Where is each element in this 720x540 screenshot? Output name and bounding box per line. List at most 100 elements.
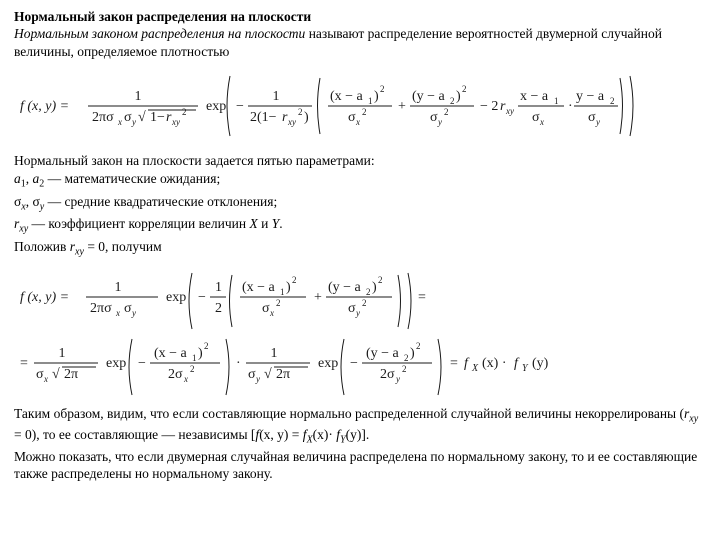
params-line-3: rxy — коэффициент корреляции величин X и…	[14, 215, 706, 236]
svg-text:2σ: 2σ	[168, 367, 183, 382]
svg-text:): )	[286, 280, 291, 295]
svg-text:−: −	[350, 356, 358, 371]
svg-text:): )	[304, 110, 309, 125]
svg-text:y: y	[131, 117, 136, 127]
svg-text:y: y	[255, 374, 260, 384]
svg-text:√: √	[52, 367, 60, 382]
svg-text:−: −	[138, 356, 146, 371]
svg-text:2π: 2π	[276, 367, 290, 382]
svg-text:(x − a: (x − a	[154, 346, 188, 361]
svg-text:=: =	[20, 356, 28, 371]
svg-text:1: 1	[271, 346, 278, 361]
svg-text:(x − a: (x − a	[242, 280, 276, 295]
svg-text:X: X	[471, 363, 479, 374]
svg-text:2: 2	[450, 96, 455, 106]
conclusion-block: Таким образом, видим, что если составляю…	[14, 405, 706, 483]
svg-text:1: 1	[115, 280, 122, 295]
formula-svg-2: f (x, y) = 1 2πσx σy exp − 1 2 (x − a1)2…	[20, 267, 660, 397]
svg-text:): )	[372, 280, 377, 295]
svg-text:σ: σ	[262, 301, 270, 316]
svg-text:x − a: x − a	[520, 89, 549, 104]
svg-text:+: +	[314, 290, 322, 305]
svg-text:y: y	[131, 308, 136, 318]
svg-text:): )	[198, 346, 203, 361]
svg-text:Y: Y	[522, 363, 529, 374]
svg-text:2πσ: 2πσ	[90, 301, 112, 316]
svg-text:x: x	[539, 117, 544, 127]
svg-text:σ: σ	[588, 110, 596, 125]
svg-text:x: x	[355, 117, 360, 127]
svg-text:exp: exp	[106, 356, 126, 371]
svg-text:2: 2	[204, 341, 209, 351]
svg-text:f (x, y) =: f (x, y) =	[20, 99, 69, 114]
svg-text:(y − a: (y − a	[412, 89, 446, 104]
svg-text:(y − a: (y − a	[328, 280, 362, 295]
svg-text:xy: xy	[287, 117, 296, 127]
svg-text:1: 1	[192, 353, 197, 363]
page-title: Нормальный закон распределения на плоско…	[14, 9, 311, 24]
svg-text:xy: xy	[171, 117, 180, 127]
svg-text:exp: exp	[206, 99, 226, 114]
svg-text:2: 2	[366, 287, 371, 297]
svg-text:2: 2	[378, 275, 383, 285]
svg-text:2: 2	[362, 107, 367, 117]
svg-text:σ: σ	[532, 110, 540, 125]
svg-text:σ: σ	[430, 110, 438, 125]
svg-text:2: 2	[402, 364, 407, 374]
svg-text:y − a: y − a	[576, 89, 605, 104]
svg-text:f: f	[464, 356, 470, 371]
params-line-4: Положив rxy = 0, получим	[14, 238, 706, 259]
svg-text:y: y	[395, 374, 400, 384]
svg-text:2πσ: 2πσ	[92, 110, 114, 125]
svg-text:f (x, y) =: f (x, y) =	[20, 290, 69, 305]
svg-text:xy: xy	[505, 106, 514, 116]
title-block: Нормальный закон распределения на плоско…	[14, 8, 706, 60]
svg-text:1: 1	[280, 287, 285, 297]
svg-text:σ: σ	[36, 367, 44, 382]
svg-text:2(1−: 2(1−	[250, 110, 277, 125]
svg-text:2: 2	[380, 84, 385, 94]
svg-text:y: y	[437, 117, 442, 127]
svg-text:2: 2	[444, 107, 449, 117]
params-line-2: σx, σy — средние квадратические отклонен…	[14, 193, 706, 214]
svg-text:(x − a: (x − a	[330, 89, 364, 104]
svg-text:σ: σ	[124, 301, 132, 316]
svg-text:+: +	[398, 99, 406, 114]
intro-italic: Нормальным законом распределения на плос…	[14, 26, 305, 41]
svg-text:·: ·	[568, 99, 573, 114]
svg-text:2: 2	[292, 275, 297, 285]
svg-text:): )	[410, 346, 415, 361]
document-page: Нормальный закон распределения на плоско…	[0, 0, 720, 491]
svg-text:(x) ·: (x) ·	[482, 356, 507, 371]
conclusion-p1a: Таким образом, видим, что если составляю…	[14, 406, 684, 421]
params-line-1: a1, a2 — математические ожидания;	[14, 170, 706, 191]
svg-text:σ: σ	[348, 301, 356, 316]
svg-text:2π: 2π	[64, 367, 78, 382]
svg-text:x: x	[43, 374, 48, 384]
svg-text:1: 1	[215, 280, 222, 295]
svg-text:σ: σ	[348, 110, 356, 125]
svg-text:exp: exp	[166, 290, 186, 305]
svg-text:2: 2	[416, 341, 421, 351]
svg-text:): )	[374, 89, 379, 104]
svg-text:σ: σ	[248, 367, 256, 382]
svg-text:2: 2	[462, 84, 467, 94]
parameter-block: Нормальный закон на плоскости задается п…	[14, 152, 706, 259]
svg-text:−: −	[236, 99, 244, 114]
params-lead: Нормальный закон на плоскости задается п…	[14, 152, 706, 169]
svg-text:2: 2	[215, 301, 222, 316]
svg-text:(y − a: (y − a	[366, 346, 400, 361]
svg-text:1: 1	[273, 89, 280, 104]
svg-text:2: 2	[362, 298, 367, 308]
svg-text:√: √	[138, 110, 146, 125]
svg-text:exp: exp	[318, 356, 338, 371]
svg-text:(y): (y)	[532, 356, 549, 371]
conclusion-p2: Можно показать, что если двумерная случа…	[14, 449, 697, 481]
svg-text:2: 2	[404, 353, 409, 363]
svg-text:−: −	[198, 290, 206, 305]
formula-independent: f (x, y) = 1 2πσx σy exp − 1 2 (x − a1)2…	[20, 267, 706, 397]
formula-bivariate-normal: f (x, y) = 1 2πσx σy √ 1− r xy 2 exp −	[20, 68, 706, 144]
svg-text:√: √	[264, 367, 272, 382]
svg-text:2σ: 2σ	[380, 367, 395, 382]
svg-text:2: 2	[182, 107, 187, 117]
